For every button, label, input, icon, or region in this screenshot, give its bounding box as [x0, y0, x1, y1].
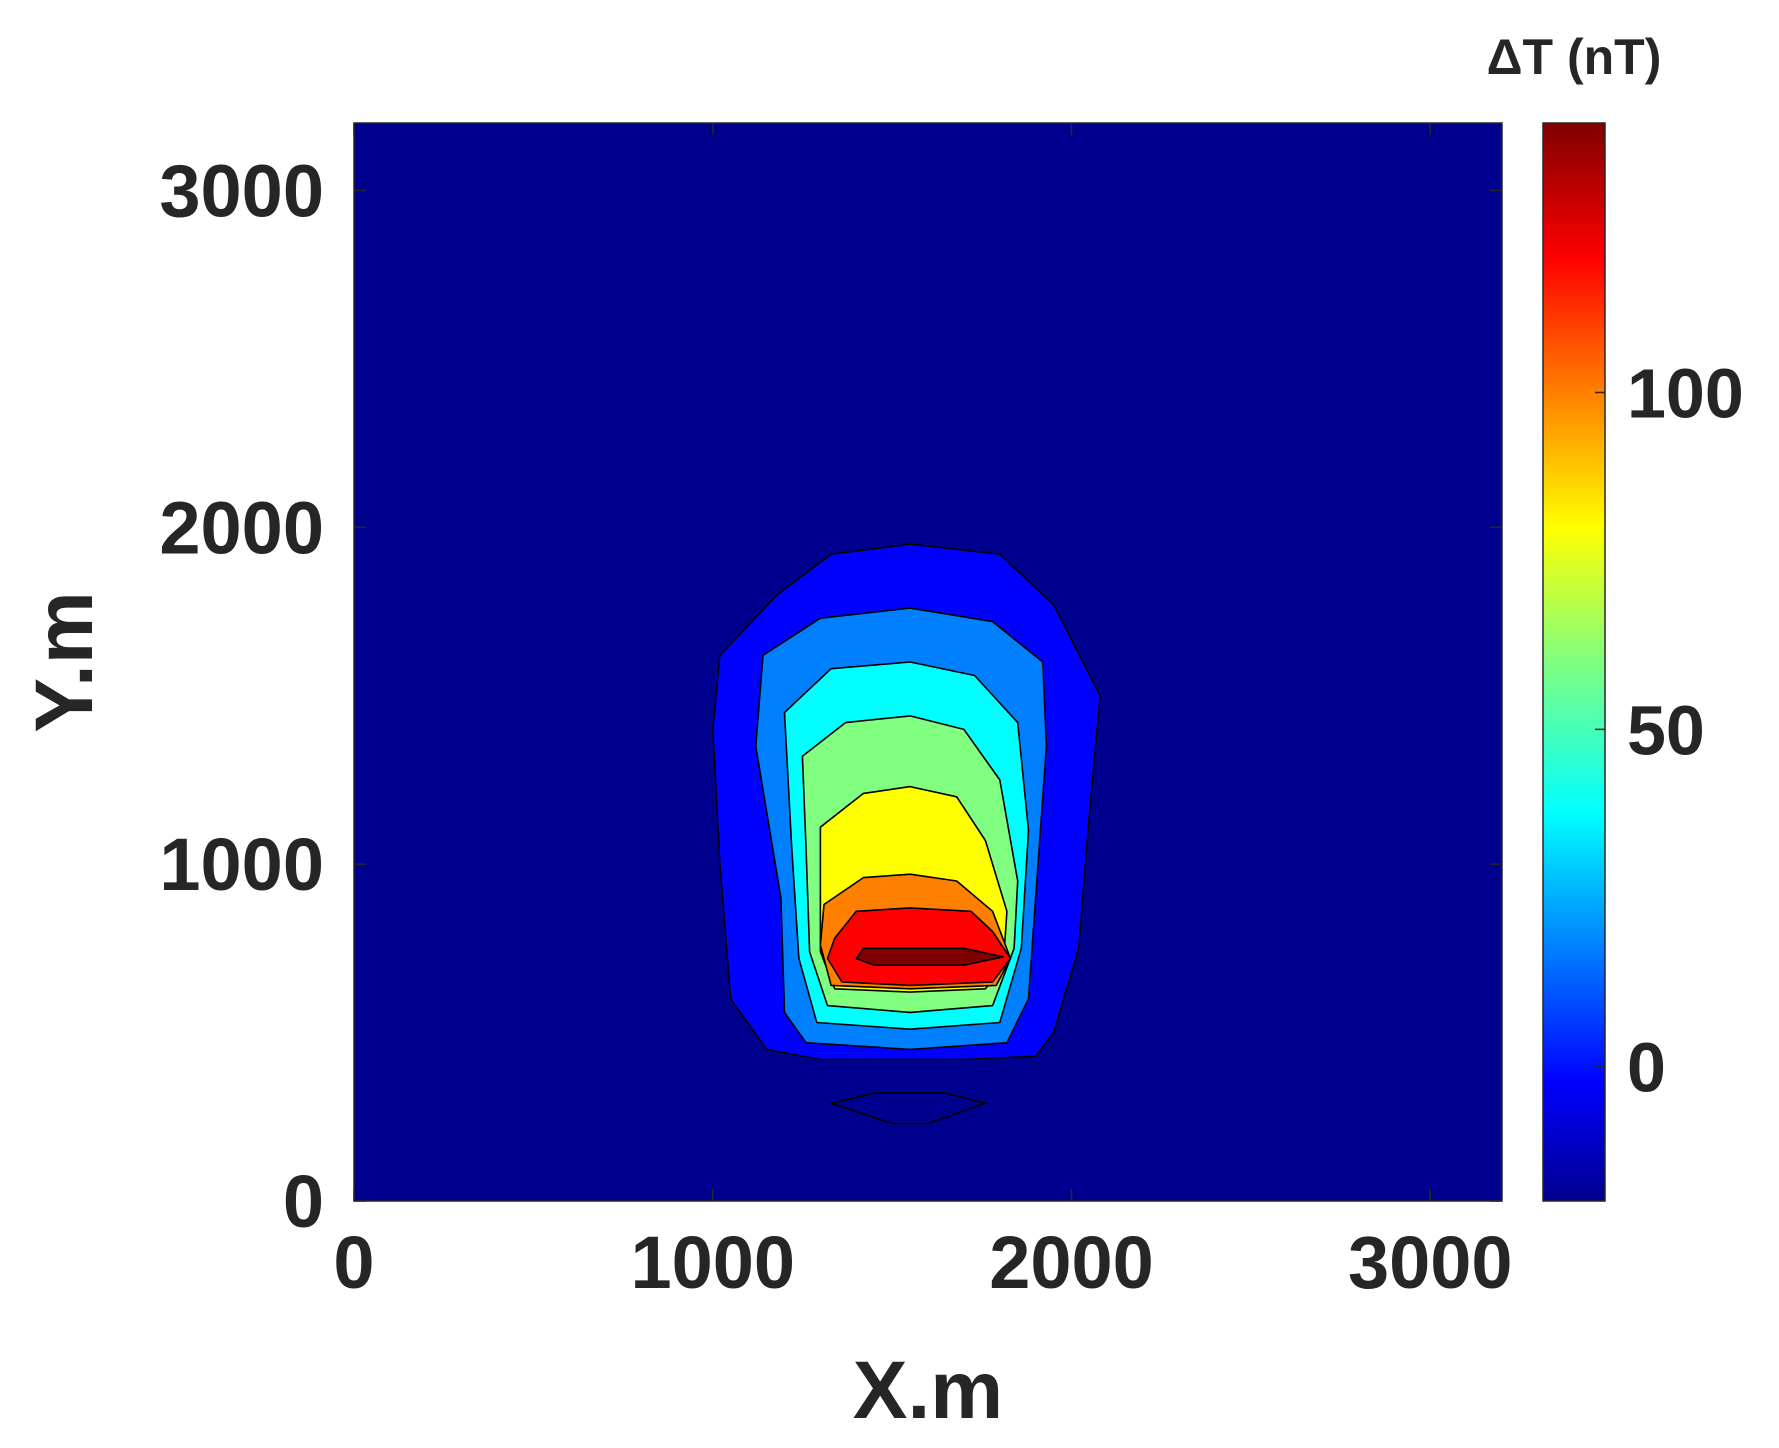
- x-tick-label: 2000: [989, 1221, 1154, 1304]
- x-tick-label: 3000: [1348, 1221, 1513, 1304]
- colorbar: 0 50 100 ΔT (nT): [1487, 29, 1744, 1202]
- contour-band: [826, 907, 1012, 987]
- x-axis: 0 1000 2000 3000: [333, 1221, 1512, 1304]
- y-tick-label: 3000: [159, 149, 324, 232]
- colorbar-tick-label: 0: [1627, 1028, 1666, 1106]
- y-axis-label: Y.m: [19, 591, 110, 732]
- y-tick-label: 1000: [159, 823, 324, 906]
- colorbar-label: ΔT (nT): [1487, 29, 1662, 85]
- y-tick-label: 2000: [159, 486, 324, 569]
- x-axis-label: X.m: [853, 1345, 1003, 1436]
- contour-bands: [712, 543, 1101, 1125]
- colorbar-tick-label: 100: [1627, 355, 1744, 433]
- colorbar-ticks: 0 50 100: [1595, 355, 1744, 1106]
- negative-lobe-contour: [828, 1092, 989, 1125]
- contour-band: [855, 947, 1005, 966]
- plot-area: [353, 122, 1503, 1202]
- y-tick-label: 0: [283, 1160, 324, 1243]
- colorbar-gradient: [1542, 122, 1606, 1202]
- x-tick-label: 0: [333, 1221, 374, 1304]
- y-axis: 0 1000 2000 3000: [159, 149, 324, 1243]
- plot-tick-marks: [353, 123, 1502, 1202]
- x-tick-label: 1000: [630, 1221, 795, 1304]
- colorbar-tick-label: 50: [1627, 691, 1705, 769]
